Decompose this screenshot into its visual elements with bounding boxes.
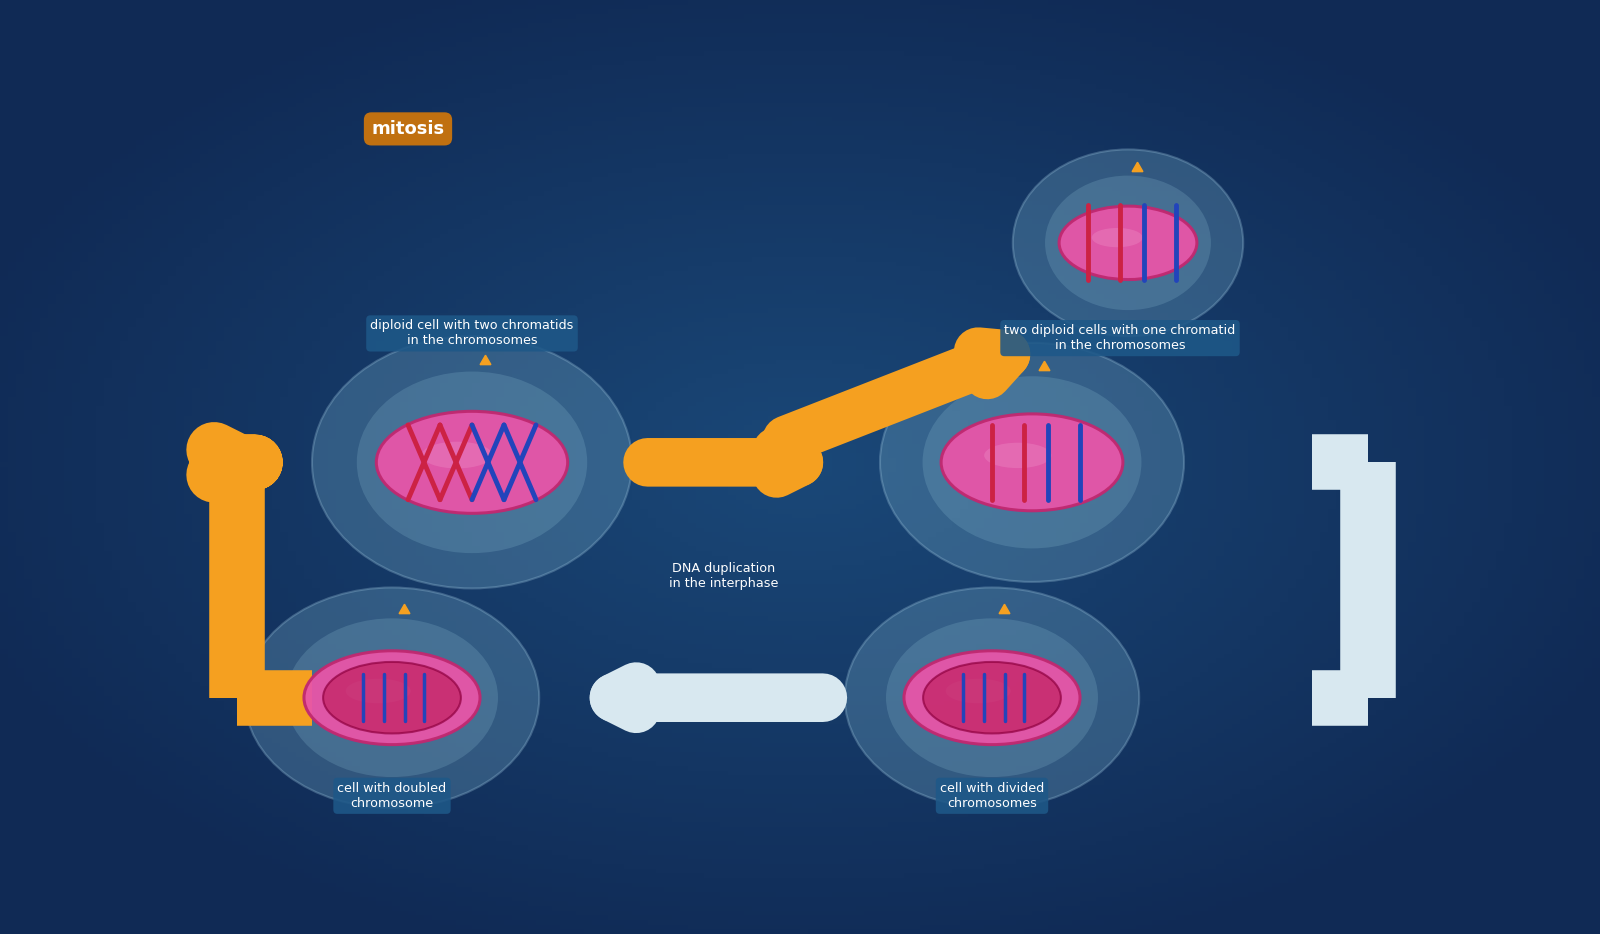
Ellipse shape — [923, 376, 1141, 548]
Ellipse shape — [323, 662, 461, 733]
Ellipse shape — [923, 662, 1061, 733]
Ellipse shape — [904, 651, 1080, 744]
Ellipse shape — [422, 442, 493, 468]
Ellipse shape — [376, 411, 568, 514]
Text: DNA duplication
in the interphase: DNA duplication in the interphase — [669, 562, 778, 590]
Text: cell with doubled
chromosome: cell with doubled chromosome — [338, 782, 446, 810]
Ellipse shape — [941, 414, 1123, 511]
Ellipse shape — [1059, 206, 1197, 279]
Ellipse shape — [304, 651, 480, 744]
Text: cell with divided
chromosomes: cell with divided chromosomes — [939, 782, 1045, 810]
Text: two diploid cells with one chromatid
in the chromosomes: two diploid cells with one chromatid in … — [1005, 324, 1235, 352]
Ellipse shape — [880, 343, 1184, 582]
Ellipse shape — [1091, 228, 1142, 248]
Text: diploid cell with two chromatids
in the chromosomes: diploid cell with two chromatids in the … — [370, 319, 574, 347]
Ellipse shape — [1013, 149, 1243, 336]
Text: mitosis: mitosis — [371, 120, 445, 138]
Ellipse shape — [312, 336, 632, 588]
Ellipse shape — [286, 618, 498, 777]
Ellipse shape — [357, 372, 587, 553]
Ellipse shape — [245, 587, 539, 808]
Ellipse shape — [346, 679, 411, 703]
Ellipse shape — [845, 587, 1139, 808]
Ellipse shape — [1045, 176, 1211, 310]
Ellipse shape — [984, 443, 1051, 468]
Ellipse shape — [946, 679, 1011, 703]
Ellipse shape — [886, 618, 1098, 777]
